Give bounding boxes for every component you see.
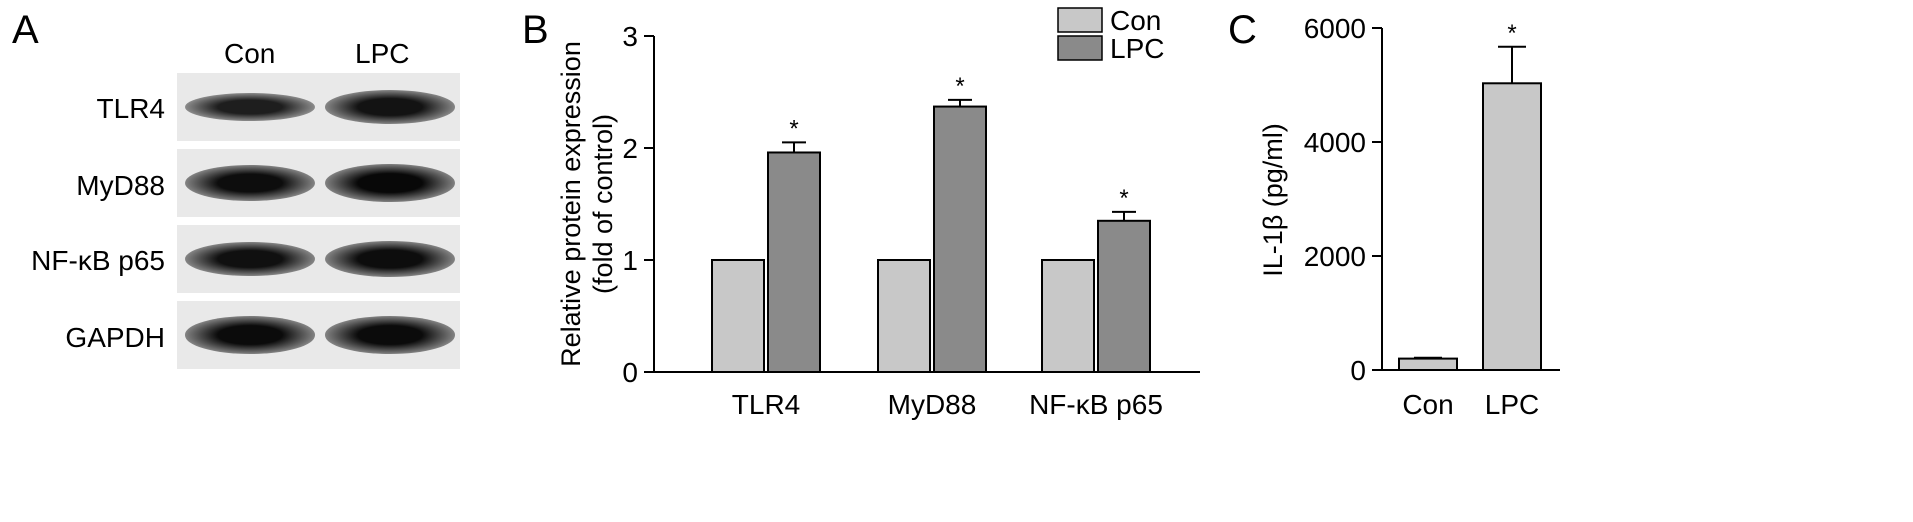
significance-star: * xyxy=(955,73,964,100)
y-tick-label: 0 xyxy=(622,357,638,388)
significance-star: * xyxy=(789,115,798,142)
blot-band xyxy=(185,241,315,277)
band-label-gapdh: GAPDH xyxy=(65,322,165,353)
blot-band xyxy=(325,240,455,278)
lane-label-con: Con xyxy=(224,38,276,69)
lane-label-lpc: LPC xyxy=(355,38,410,69)
blot-strip-gapdh xyxy=(177,301,460,369)
blot-strip-nfkb xyxy=(177,225,460,293)
blot-band xyxy=(325,316,455,354)
legend-swatch-con xyxy=(1057,7,1103,33)
blot-strip-myd88 xyxy=(177,149,460,217)
western-blot-panel: A Con LPC TLR4 MyD88 NF-κB p65 GAPDH xyxy=(0,0,560,522)
blot-band xyxy=(325,163,455,203)
legend-swatch-lpc xyxy=(1057,35,1103,61)
panel-label-a: A xyxy=(12,8,39,52)
y-axis-label-line: (fold of control) xyxy=(588,114,618,294)
blot-band xyxy=(185,164,315,202)
bar-con xyxy=(1041,259,1095,373)
blot-band xyxy=(325,90,455,124)
panel-label-b: B xyxy=(522,8,549,52)
x-tick-label: Con xyxy=(1402,389,1453,420)
bar-lpc xyxy=(933,105,987,373)
x-tick-label: MyD88 xyxy=(888,389,977,420)
y-axis-label: Relative protein expression(fold of cont… xyxy=(556,41,618,367)
y-axis-label-line: Relative protein expression xyxy=(556,41,586,367)
blot-band xyxy=(185,316,315,354)
x-tick-label: LPC xyxy=(1485,389,1539,420)
significance-star: * xyxy=(1119,185,1128,212)
blot-strip-tlr4 xyxy=(177,73,460,141)
bar-con xyxy=(877,259,931,373)
bar-lpc xyxy=(767,151,821,373)
band-label-myd88: MyD88 xyxy=(76,170,165,201)
x-tick-label: TLR4 xyxy=(732,389,800,420)
y-axis-label: IL-1β (pg/ml) xyxy=(1258,123,1288,277)
legend-label-con: Con xyxy=(1110,5,1161,36)
bar-lpc xyxy=(1097,219,1151,373)
band-label-tlr4: TLR4 xyxy=(96,93,165,124)
blot-band xyxy=(185,92,315,122)
bar-con xyxy=(711,259,765,373)
y-tick-label: 1 xyxy=(622,245,638,276)
bar-con xyxy=(1398,357,1458,372)
y-tick-label: 3 xyxy=(622,21,638,52)
chart-c-il1b: 0 2000 4000 6000 IL-1β (pg/ml) Con * LPC xyxy=(1258,13,1560,420)
legend-label-lpc: LPC xyxy=(1110,33,1164,64)
y-tick-label: 2 xyxy=(622,133,638,164)
y-tick-label: 6000 xyxy=(1304,13,1366,44)
x-tick-label: NF-κB p65 xyxy=(1029,389,1163,420)
bar-lpc xyxy=(1482,82,1542,371)
y-tick-label: 2000 xyxy=(1304,241,1366,272)
band-label-nfkb: NF-κB p65 xyxy=(31,245,165,276)
y-tick-label: 4000 xyxy=(1304,127,1366,158)
panel-label-c: C xyxy=(1228,8,1257,52)
y-tick-label: 0 xyxy=(1350,355,1366,386)
significance-star: * xyxy=(1507,20,1516,47)
